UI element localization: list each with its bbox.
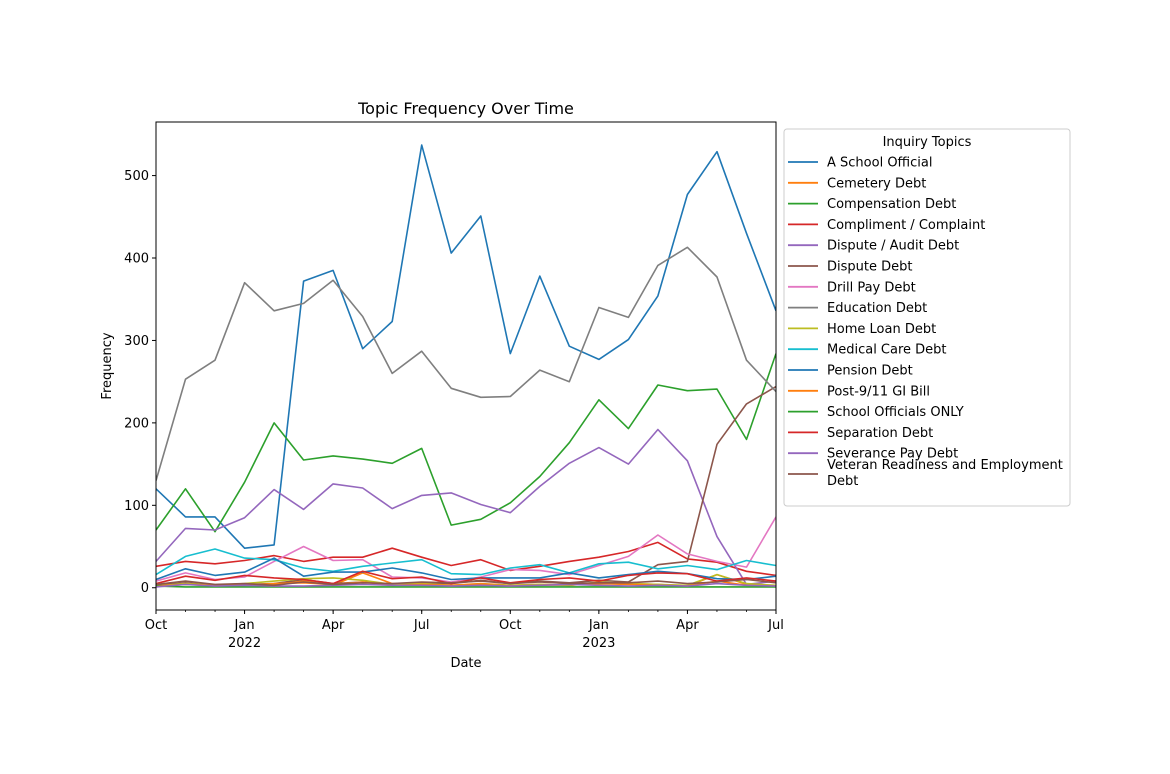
legend-item-dispute-audit-debt: Dispute / Audit Debt: [788, 239, 959, 254]
legend-box: [783, 128, 1071, 507]
series-line-education-debt: [156, 246, 776, 481]
y-tick-label: 0: [141, 581, 149, 596]
legend-item-a-school-official: A School Official: [788, 156, 932, 171]
y-tick-label: 400: [124, 252, 149, 267]
y-axis: 0 100 200 300 400 500: [124, 169, 156, 596]
y-tick-label: 300: [124, 334, 149, 349]
legend-item-education-debt: Education Debt: [788, 301, 927, 316]
x-tick-year-label: 2023: [582, 636, 615, 651]
x-tick-label: Apr: [676, 618, 699, 633]
legend-item-compliment-complaint: Compliment / Complaint: [788, 218, 985, 233]
x-tick-year-label: 2022: [228, 636, 261, 651]
x-tick-label: Jul: [767, 618, 784, 633]
x-tick-label: Oct: [145, 618, 167, 633]
legend-item-pension-debt: Pension Debt: [788, 364, 913, 379]
x-tick-label: Oct: [499, 618, 521, 633]
legend-label: Pension Debt: [827, 364, 913, 379]
series-line-a-school-official: [156, 144, 776, 550]
legend-item-compensation-debt: Compensation Debt: [788, 197, 956, 212]
series-layer: [156, 144, 776, 588]
legend-item-separation-debt: Separation Debt: [788, 426, 933, 441]
legend-item-post-9-11-gi-bill: Post-9/11 GI Bill: [788, 384, 930, 399]
legend-label: Compensation Debt: [827, 197, 956, 212]
legend-label: Compliment / Complaint: [827, 218, 985, 233]
legend-label: Dispute Debt: [827, 260, 912, 275]
axes-frame: [155, 121, 777, 611]
y-axis-label: Frequency: [100, 332, 115, 399]
chart-title: Topic Frequency Over Time: [357, 99, 574, 118]
series-line-medical-care-debt: [156, 548, 776, 576]
legend-item-dispute-debt: Dispute Debt: [788, 260, 912, 275]
plot-area: [155, 121, 777, 611]
legend-label: Severance Pay Debt: [827, 447, 958, 462]
legend-label: A School Official: [827, 156, 932, 171]
legend-label: Drill Pay Debt: [827, 280, 916, 295]
x-axis-label: Date: [450, 656, 481, 671]
legend-label: Veteran Readiness and Employment Debt: [827, 458, 1067, 489]
legend-label: Separation Debt: [827, 426, 933, 441]
series-line-school-officials-only: [156, 585, 776, 588]
legend-item-drill-pay-debt: Drill Pay Debt: [788, 280, 916, 295]
y-tick-label: 200: [124, 416, 149, 431]
legend-item-school-officials-only: School Officials ONLY: [788, 405, 964, 420]
legend-label: Dispute / Audit Debt: [827, 239, 959, 254]
x-tick-label: Jul: [413, 618, 430, 633]
series-line-compliment-complaint: [156, 541, 776, 577]
y-tick-label: 100: [124, 499, 149, 514]
x-axis: Oct Jan 2022 Apr Jul Oct Jan 2023 Apr Jul: [145, 610, 784, 651]
legend-label: Post-9/11 GI Bill: [827, 384, 930, 399]
series-line-veteran-readiness-and-employment-debt: [156, 578, 776, 587]
series-line-compensation-debt: [156, 353, 776, 533]
series-line-dispute-audit-debt: [156, 428, 776, 586]
x-tick-label: Jan: [588, 618, 609, 633]
legend-label: Cemetery Debt: [827, 176, 926, 191]
legend-item-cemetery-debt: Cemetery Debt: [788, 176, 926, 191]
series-line-severance-pay-debt: [156, 582, 776, 588]
legend: Inquiry Topics A School Official Cemetery…: [783, 128, 1071, 507]
legend-label: Education Debt: [827, 301, 927, 316]
legend-label: School Officials ONLY: [827, 405, 964, 420]
legend-label: Medical Care Debt: [827, 343, 947, 358]
legend-item-home-loan-debt: Home Loan Debt: [788, 322, 936, 337]
y-tick-label: 500: [124, 169, 149, 184]
legend-title: Inquiry Topics: [883, 135, 972, 150]
legend-item-veteran-readiness-and-employment-debt: Veteran Readiness and Employment Debt: [788, 458, 1067, 489]
x-tick-label: Jan: [234, 618, 255, 633]
legend-items: A School Official Cemetery Debt Compensati…: [788, 156, 1067, 489]
legend-item-medical-care-debt: Medical Care Debt: [788, 343, 947, 358]
legend-item-severance-pay-debt: Severance Pay Debt: [788, 447, 958, 462]
series-line-separation-debt: [156, 570, 776, 585]
legend-label: Home Loan Debt: [827, 322, 936, 337]
x-tick-label: Apr: [322, 618, 345, 633]
